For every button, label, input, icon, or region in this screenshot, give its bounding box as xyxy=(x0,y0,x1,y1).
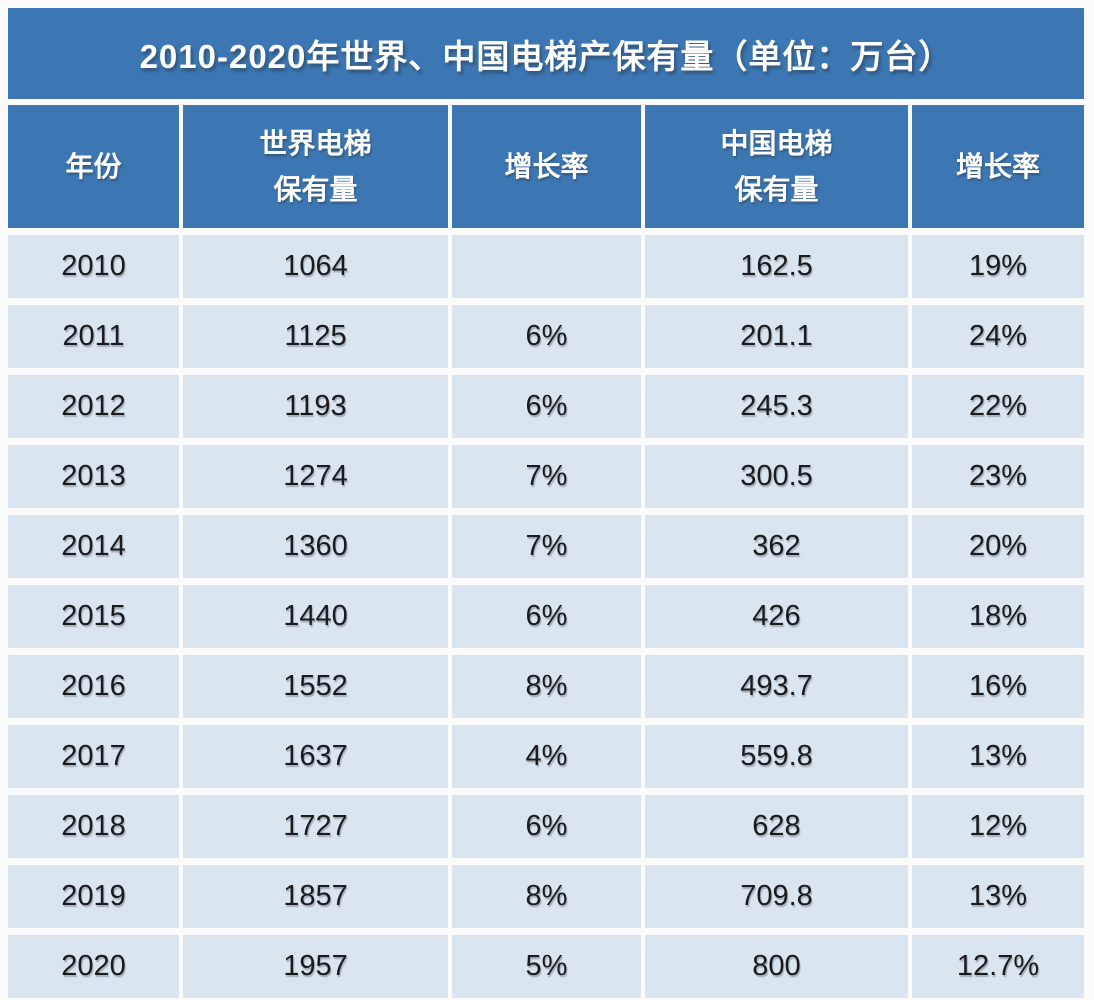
table-cell-r6-c0: 2016 xyxy=(8,655,179,718)
table-cell-r6-c3: 493.7 xyxy=(645,655,908,718)
table-cell-r9-c2: 8% xyxy=(452,865,641,928)
table-cell-r0-c2 xyxy=(452,235,641,298)
table-cell-r4-c2: 7% xyxy=(452,515,641,578)
table-cell-r3-c3: 300.5 xyxy=(645,445,908,508)
table-cell-r10-c1: 1957 xyxy=(183,935,448,998)
table-cell-r1-c3: 201.1 xyxy=(645,305,908,368)
table-cell-r1-c0: 2011 xyxy=(8,305,179,368)
table-cell-r9-c0: 2019 xyxy=(8,865,179,928)
table-cell-r2-c0: 2012 xyxy=(8,375,179,438)
header-cell-line: 中国电梯 xyxy=(720,127,833,159)
header-cell-line: 保有量 xyxy=(734,173,819,205)
table-cell-r6-c2: 8% xyxy=(452,655,641,718)
table-cell-r10-c3: 800 xyxy=(645,935,908,998)
table-cell-r5-c3: 426 xyxy=(645,585,908,648)
table-body: 2010 1064 162.5 19% 2011 1125 6% 201.1 24% 2012 11… xyxy=(8,235,1084,998)
table-cell-r8-c4: 12% xyxy=(912,795,1084,858)
header-cell-col3: 中国电梯 保有量 xyxy=(645,105,908,228)
table-cell-r1-c4: 24% xyxy=(912,305,1084,368)
table-cell-r2-c3: 245.3 xyxy=(645,375,908,438)
table-cell-r5-c2: 6% xyxy=(452,585,641,648)
table-cell-r9-c3: 709.8 xyxy=(645,865,908,928)
table-cell-r7-c4: 13% xyxy=(912,725,1084,788)
table-cell-r9-c1: 1857 xyxy=(183,865,448,928)
table-cell-r2-c4: 22% xyxy=(912,375,1084,438)
table-cell-r5-c1: 1440 xyxy=(183,585,448,648)
table-cell-r4-c3: 362 xyxy=(645,515,908,578)
table-cell-r5-c4: 18% xyxy=(912,585,1084,648)
table-title: 2010-2020年世界、中国电梯产保有量（单位：万台） xyxy=(8,8,1084,99)
table-cell-r0-c3: 162.5 xyxy=(645,235,908,298)
header-cell-line: 增长率 xyxy=(504,150,589,182)
table-header-row: 年份 世界电梯保有量 增长率 中国电梯保有量 增长率 xyxy=(8,105,1084,228)
table-cell-r0-c1: 1064 xyxy=(183,235,448,298)
header-cell-col1: 世界电梯 保有量 xyxy=(183,105,448,228)
table-cell-r7-c3: 559.8 xyxy=(645,725,908,788)
header-cell-line: 增长率 xyxy=(955,150,1040,182)
table-cell-r0-c4: 19% xyxy=(912,235,1084,298)
table-cell-r2-c1: 1193 xyxy=(183,375,448,438)
table-cell-r10-c0: 2020 xyxy=(8,935,179,998)
table-cell-r7-c1: 1637 xyxy=(183,725,448,788)
table-cell-r8-c2: 6% xyxy=(452,795,641,858)
table-cell-r4-c1: 1360 xyxy=(183,515,448,578)
table-cell-r10-c4: 12.7% xyxy=(912,935,1084,998)
table-cell-r8-c3: 628 xyxy=(645,795,908,858)
table-cell-r5-c0: 2015 xyxy=(8,585,179,648)
table-cell-r3-c0: 2013 xyxy=(8,445,179,508)
table-cell-r0-c0: 2010 xyxy=(8,235,179,298)
table-cell-r10-c2: 5% xyxy=(452,935,641,998)
table-cell-r6-c4: 16% xyxy=(912,655,1084,718)
header-cell-line: 保有量 xyxy=(273,173,358,205)
table-cell-r2-c2: 6% xyxy=(452,375,641,438)
table-cell-r4-c4: 20% xyxy=(912,515,1084,578)
table-cell-r9-c4: 13% xyxy=(912,865,1084,928)
table-cell-r7-c2: 4% xyxy=(452,725,641,788)
header-cell-line: 世界电梯 xyxy=(259,127,372,159)
header-cell-col0: 年份 xyxy=(8,105,179,228)
table-cell-r1-c1: 1125 xyxy=(183,305,448,368)
table-cell-r8-c0: 2018 xyxy=(8,795,179,858)
table-cell-r4-c0: 2014 xyxy=(8,515,179,578)
table-cell-r3-c4: 23% xyxy=(912,445,1084,508)
table-cell-r7-c0: 2017 xyxy=(8,725,179,788)
table-cell-r1-c2: 6% xyxy=(452,305,641,368)
table-cell-r3-c1: 1274 xyxy=(183,445,448,508)
table-cell-r6-c1: 1552 xyxy=(183,655,448,718)
header-cell-line: 年份 xyxy=(65,150,122,182)
table-cell-r3-c2: 7% xyxy=(452,445,641,508)
table-cell-r8-c1: 1727 xyxy=(183,795,448,858)
header-cell-col2: 增长率 xyxy=(452,105,641,228)
header-cell-col4: 增长率 xyxy=(912,105,1084,228)
